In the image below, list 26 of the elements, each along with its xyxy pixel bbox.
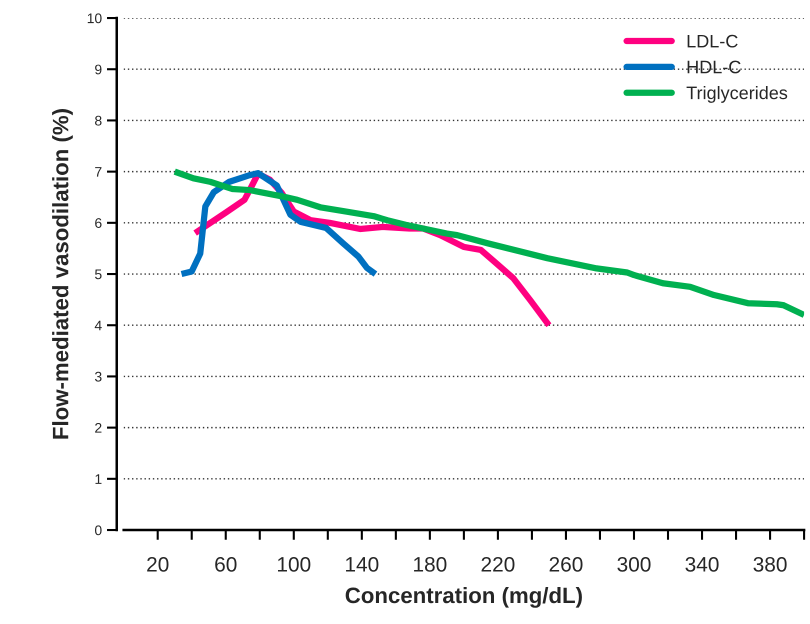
y-tick-label: 9 xyxy=(95,64,102,74)
y-tick-label: 2 xyxy=(95,422,102,433)
legend-label: LDL-C xyxy=(688,34,738,48)
y-tick-label: 1 xyxy=(95,474,102,484)
y-tick-label: 0 xyxy=(94,525,102,536)
y-axis-title: Flow-mediated vasodilation (%) xyxy=(52,109,73,439)
x-tick-label: 180 xyxy=(414,556,446,572)
y-tick-label: 7 xyxy=(95,167,102,177)
x-tick-label: 220 xyxy=(482,556,514,572)
y-tick-label: 5 xyxy=(94,270,102,280)
y-tick-label: 8 xyxy=(95,116,102,126)
legend-label: Triglycerides xyxy=(686,86,788,103)
y-tick-label: 6 xyxy=(95,218,102,228)
x-tick-label: 380 xyxy=(753,556,787,572)
x-tick-label: 340 xyxy=(685,556,719,572)
x-axis-title: Concentration (mg/dL) xyxy=(346,586,582,608)
y-tick-label: 3 xyxy=(94,372,102,382)
y-tick-label: 10 xyxy=(88,13,102,24)
x-tick-label: 100 xyxy=(278,556,310,572)
x-tick-label: 60 xyxy=(215,556,237,572)
x-tick-label: 300 xyxy=(617,556,651,572)
x-tick-label: 140 xyxy=(346,556,378,572)
y-tick-label: 4 xyxy=(94,320,102,330)
x-tick-label: 260 xyxy=(550,556,583,572)
legend-label: HDL-C xyxy=(688,60,741,74)
x-tick-label: 20 xyxy=(147,556,168,572)
